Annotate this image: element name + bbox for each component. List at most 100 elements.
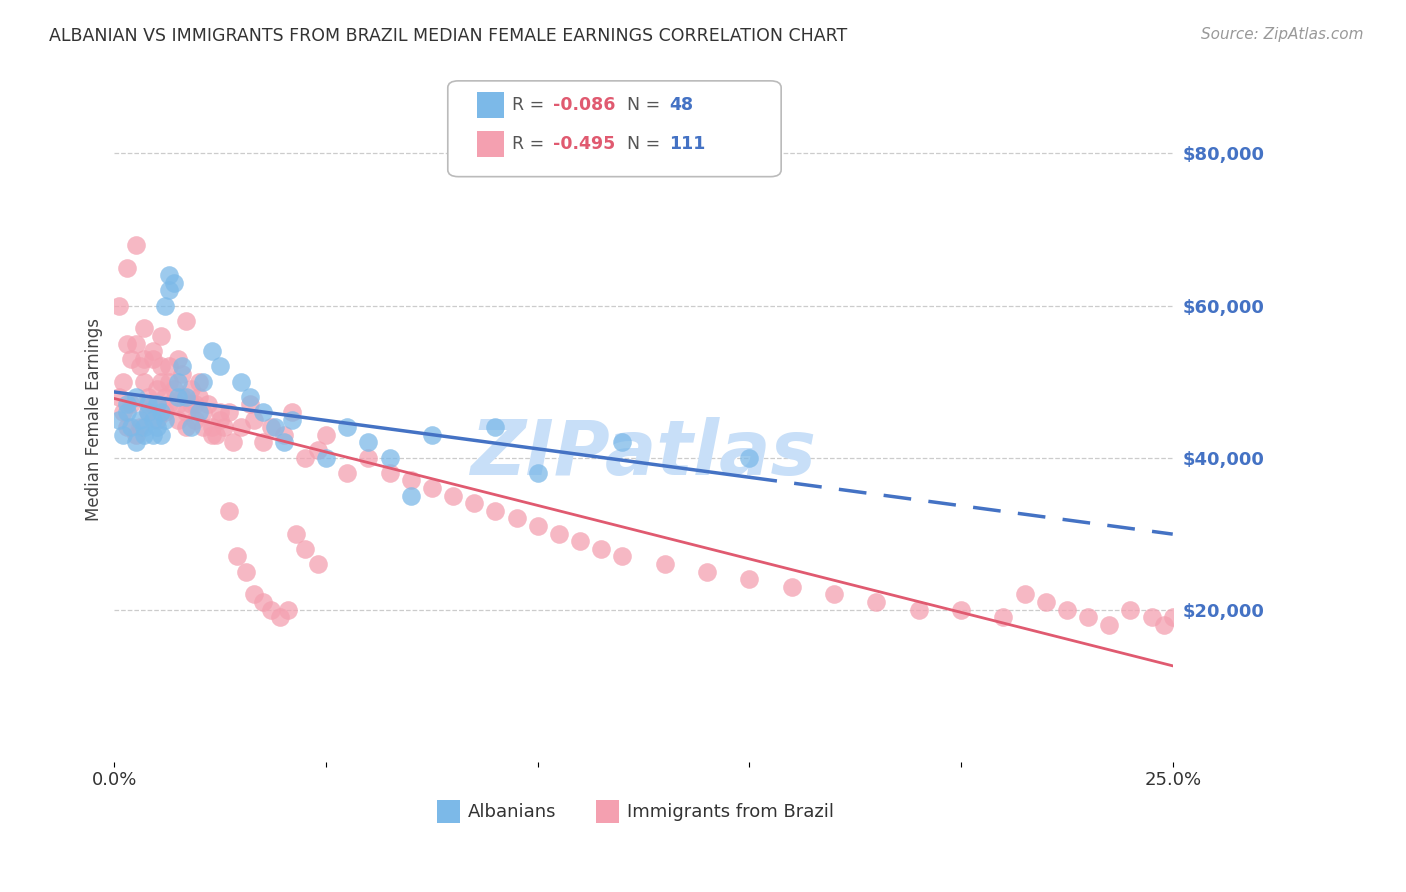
FancyBboxPatch shape — [478, 131, 503, 158]
Point — [176, 314, 198, 328]
Point — [357, 435, 380, 450]
Point — [201, 344, 224, 359]
Point — [132, 375, 155, 389]
Point — [136, 405, 159, 419]
Point — [243, 412, 266, 426]
Text: N =: N = — [627, 96, 665, 114]
Point — [591, 541, 613, 556]
Point — [277, 602, 299, 616]
Point — [149, 427, 172, 442]
Text: 111: 111 — [669, 136, 706, 153]
Point — [252, 435, 274, 450]
Point — [1014, 587, 1036, 601]
Point — [243, 587, 266, 601]
Point — [145, 420, 167, 434]
Point — [115, 336, 138, 351]
Point — [184, 412, 207, 426]
Point — [188, 405, 211, 419]
Point — [132, 351, 155, 366]
Text: Source: ZipAtlas.com: Source: ZipAtlas.com — [1201, 27, 1364, 42]
Point — [1119, 602, 1142, 616]
Point — [281, 412, 304, 426]
Point — [159, 268, 181, 282]
Point — [201, 427, 224, 442]
Point — [176, 390, 198, 404]
Y-axis label: Median Female Earnings: Median Female Earnings — [86, 318, 103, 521]
Point — [378, 466, 401, 480]
Point — [235, 565, 257, 579]
Point — [141, 344, 163, 359]
Point — [738, 450, 761, 465]
Point — [505, 511, 527, 525]
Point — [239, 397, 262, 411]
Point — [120, 397, 142, 411]
Point — [124, 435, 146, 450]
Point — [201, 420, 224, 434]
Point — [141, 397, 163, 411]
Point — [612, 549, 634, 564]
Point — [155, 405, 177, 419]
Point — [124, 427, 146, 442]
Point — [950, 602, 973, 616]
Point — [124, 390, 146, 404]
Point — [176, 405, 198, 419]
Point — [141, 427, 163, 442]
Point — [315, 427, 337, 442]
Point — [124, 237, 146, 252]
Point — [218, 504, 240, 518]
Point — [120, 351, 142, 366]
Point — [526, 466, 548, 480]
Point — [107, 412, 129, 426]
Point — [149, 329, 172, 343]
Point — [420, 427, 443, 442]
Point — [167, 375, 190, 389]
Text: ALBANIAN VS IMMIGRANTS FROM BRAZIL MEDIAN FEMALE EARNINGS CORRELATION CHART: ALBANIAN VS IMMIGRANTS FROM BRAZIL MEDIA… — [49, 27, 848, 45]
Point — [159, 359, 181, 374]
Point — [136, 405, 159, 419]
Point — [357, 450, 380, 465]
Point — [132, 420, 155, 434]
Point — [145, 382, 167, 396]
Point — [124, 336, 146, 351]
Point — [172, 367, 194, 381]
Point — [111, 405, 134, 419]
Point — [209, 405, 232, 419]
Point — [176, 420, 198, 434]
Point — [993, 610, 1015, 624]
Text: -0.495: -0.495 — [553, 136, 614, 153]
Point — [163, 276, 186, 290]
Point — [167, 397, 190, 411]
Point — [172, 359, 194, 374]
Point — [484, 504, 506, 518]
Point — [107, 390, 129, 404]
Point — [145, 412, 167, 426]
Point — [315, 450, 337, 465]
Point — [159, 283, 181, 297]
Point — [907, 602, 929, 616]
Point — [149, 375, 172, 389]
Point — [167, 390, 190, 404]
Point — [696, 565, 718, 579]
Point — [307, 442, 329, 457]
Point — [780, 580, 803, 594]
Point — [180, 397, 202, 411]
Point — [193, 375, 215, 389]
Point — [612, 435, 634, 450]
Point — [1035, 595, 1057, 609]
Point — [1077, 610, 1099, 624]
Point — [273, 427, 295, 442]
Point — [111, 375, 134, 389]
Point — [420, 481, 443, 495]
Text: Albanians: Albanians — [468, 803, 557, 821]
Point — [149, 405, 172, 419]
Point — [159, 375, 181, 389]
Point — [155, 299, 177, 313]
Text: R =: R = — [512, 96, 550, 114]
Point — [1153, 617, 1175, 632]
Point — [463, 496, 485, 510]
FancyBboxPatch shape — [596, 800, 619, 823]
Point — [145, 397, 167, 411]
Point — [569, 534, 592, 549]
Point — [273, 435, 295, 450]
Point — [136, 397, 159, 411]
